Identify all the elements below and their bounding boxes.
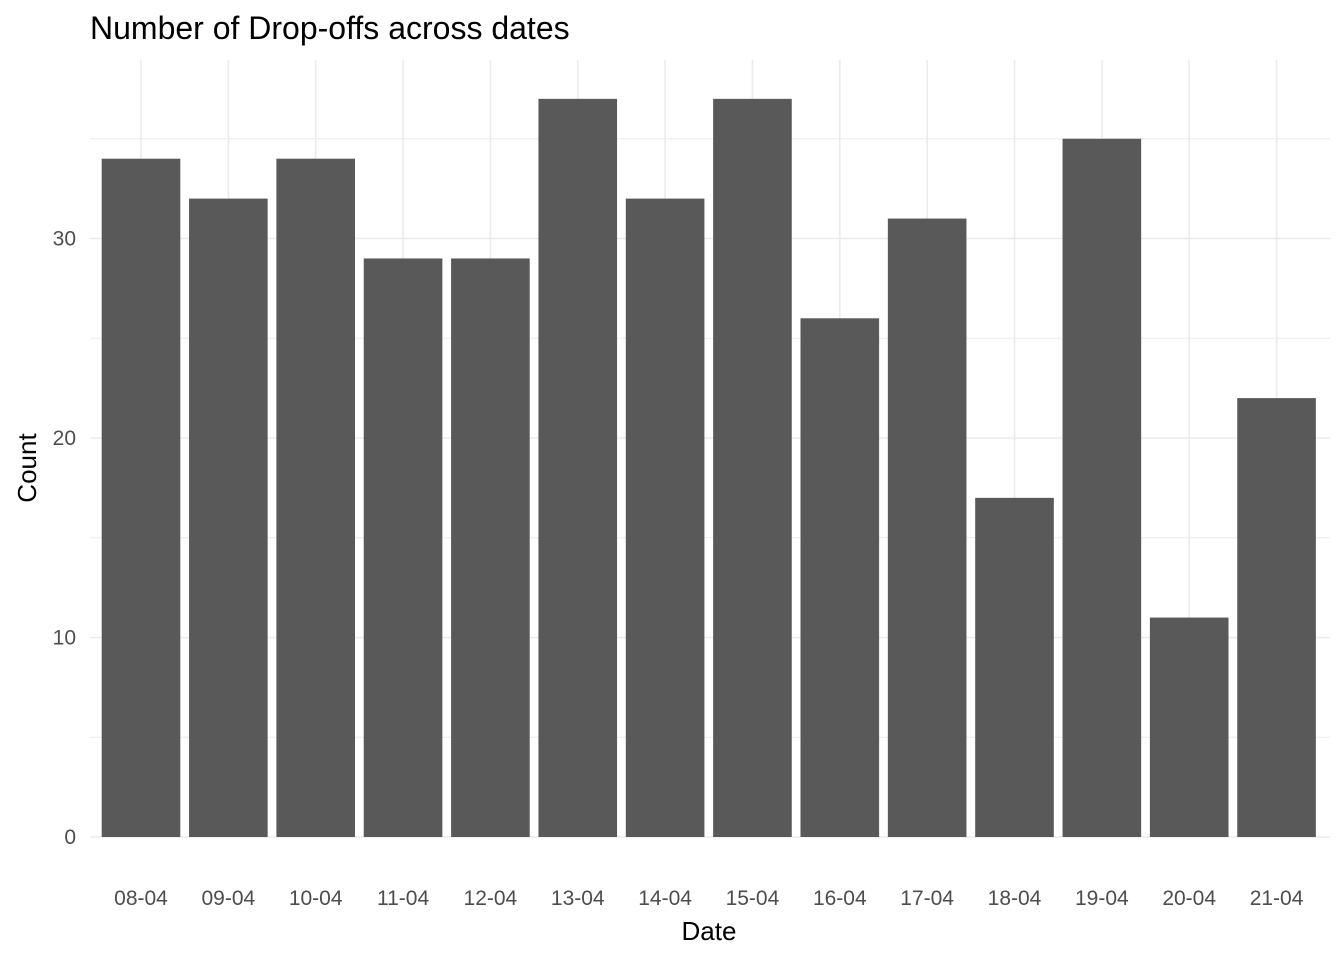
bar-16-04 — [800, 318, 880, 837]
x-tick-labels: 08-04 09-04 10-04 11-04 12-04 13-04 14-04 15-04… — [114, 887, 1304, 910]
bar-20-04 — [1149, 617, 1229, 837]
x-tick-label: 17-04 — [900, 887, 954, 910]
x-tick-label: 16-04 — [813, 887, 867, 910]
y-tick-label: 30 — [53, 228, 76, 251]
x-tick-label: 12-04 — [464, 887, 518, 910]
bar-11-04 — [363, 258, 443, 837]
bar-17-04 — [887, 218, 967, 838]
x-tick-label: 10-04 — [289, 887, 343, 910]
x-tick-label: 19-04 — [1075, 887, 1129, 910]
x-tick-label: 11-04 — [377, 887, 429, 910]
x-tick-label: 15-04 — [726, 887, 780, 910]
x-tick-label: 13-04 — [551, 887, 605, 910]
x-tick-label: 08-04 — [114, 887, 168, 910]
y-tick-label: 10 — [53, 627, 76, 650]
bar-14-04 — [625, 198, 705, 838]
bar-08-04 — [101, 158, 181, 837]
y-tick-labels: 0 10 20 30 — [53, 228, 76, 850]
x-axis-title: Date — [682, 916, 737, 946]
bar-19-04 — [1062, 138, 1142, 837]
x-tick-label: 09-04 — [201, 887, 255, 910]
bar-18-04 — [975, 497, 1054, 837]
bar-12-04 — [451, 258, 530, 837]
x-tick-label: 18-04 — [988, 887, 1042, 910]
y-tick-label: 0 — [64, 826, 76, 849]
bar-13-04 — [538, 98, 618, 838]
x-tick-label: 20-04 — [1162, 887, 1216, 910]
bar-21-04 — [1237, 398, 1316, 837]
bar-10-04 — [276, 158, 356, 837]
bar-09-04 — [189, 198, 268, 838]
bars — [101, 98, 1316, 838]
x-tick-label: 14-04 — [638, 887, 692, 910]
bar-15-04 — [713, 98, 792, 838]
y-tick-label: 20 — [53, 427, 76, 450]
grid-lines — [90, 60, 1330, 838]
x-tick-label: 21-04 — [1250, 887, 1304, 910]
chart-title: Number of Drop-offs across dates — [90, 10, 570, 46]
y-axis-title: Count — [12, 433, 42, 503]
